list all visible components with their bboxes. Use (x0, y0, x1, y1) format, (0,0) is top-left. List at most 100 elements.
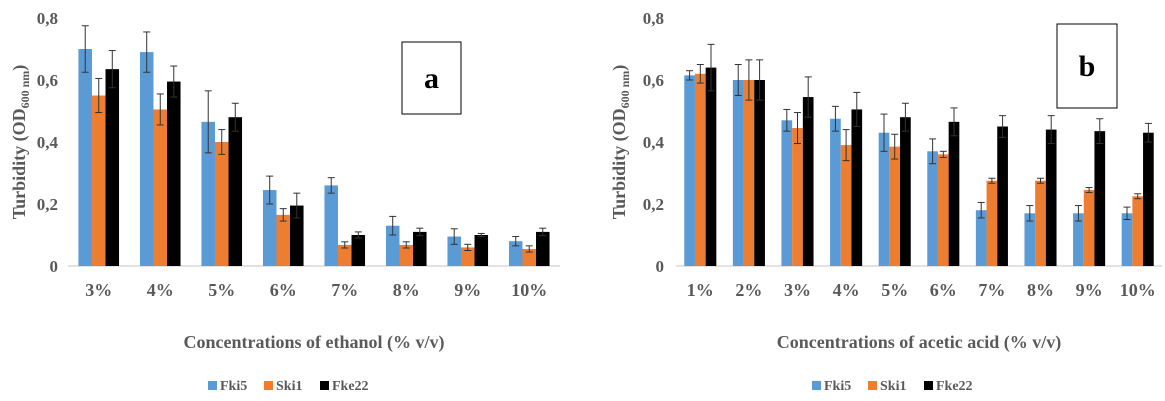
bar-fke22-9pct (1094, 131, 1106, 266)
error-bar (293, 192, 301, 219)
bar-ski1-6pct (937, 154, 949, 266)
error-bar (464, 243, 472, 251)
error-bar (804, 76, 812, 118)
bar-fki5-8pct (385, 225, 400, 266)
bar-fki5-7pct (324, 185, 338, 266)
y-tick-label: 0 (656, 257, 665, 276)
bar-ski1-10pct (522, 248, 537, 266)
legend-swatch-ski1 (264, 381, 273, 390)
y-tick-label: 0,2 (643, 195, 664, 214)
error-bar (266, 175, 274, 205)
x-tick-label: 7% (331, 280, 358, 300)
bar-fke22-3pct (802, 97, 814, 266)
legend: Fki5 Ski1 Fke22 (208, 379, 369, 394)
bar-ski1-5pct (214, 142, 229, 266)
bar-ski1-8pct (1035, 180, 1046, 266)
y-tick-label: 0 (50, 257, 59, 276)
bar-fki5-1pct (684, 75, 695, 266)
error-bar (734, 64, 742, 96)
x-tick-label: 6% (930, 280, 957, 300)
bar-fke22-10pct (1143, 132, 1154, 266)
error-bar (389, 215, 397, 236)
bar-ski1-9pct (460, 247, 475, 266)
x-tick-label: 3% (85, 280, 112, 300)
bar-fki5-10pct (1121, 213, 1133, 266)
y-tick-label: 0,4 (37, 133, 59, 152)
error-bar (707, 43, 715, 92)
error-bar (354, 231, 362, 239)
x-tick-label: 5% (881, 280, 908, 300)
error-bar (1047, 115, 1055, 145)
error-bar (891, 133, 899, 160)
error-bar (745, 59, 753, 101)
error-bar (477, 232, 485, 238)
error-bar (1134, 193, 1142, 200)
bar-ski1-9pct (1083, 190, 1095, 266)
y-tick-label: 0,8 (643, 9, 664, 28)
bar-fke22-1pct (705, 67, 717, 266)
x-tick-label: 1% (687, 280, 714, 300)
bar-ski1-6pct (276, 214, 291, 266)
x-tick-label: 10% (1120, 280, 1156, 300)
bar-fke22-5pct (228, 117, 243, 266)
y-axis-label-subscript: 600 nm (618, 71, 632, 109)
error-bar (1096, 118, 1104, 145)
legend-label-ski1: Ski1 (276, 379, 302, 394)
y-axis-label-main: Turbidity (OD (609, 108, 630, 219)
error-bar (539, 227, 547, 237)
error-bar (999, 115, 1007, 138)
error-bar (988, 177, 996, 184)
legend-label-fki5: Fki5 (220, 379, 247, 394)
bar-fke22-5pct (900, 117, 911, 266)
error-bar (156, 93, 164, 126)
x-tick-label: 4% (147, 280, 174, 300)
panel-label: a (424, 62, 439, 95)
y-tick-label: 0,8 (37, 9, 58, 28)
legend-swatch-fke22 (924, 381, 933, 390)
bar-fki5-10pct (508, 241, 523, 266)
error-bar (218, 129, 226, 155)
error-bar (170, 65, 178, 98)
error-bar (842, 129, 850, 162)
bar-fke22-6pct (290, 205, 304, 266)
panel-label-box (401, 41, 462, 115)
bar-fki5-6pct (927, 151, 938, 266)
bar-fki5-4pct (139, 52, 154, 266)
y-tick-label: 0,6 (37, 71, 58, 90)
x-tick-label: 7% (978, 280, 1005, 300)
error-bar (81, 25, 89, 73)
bar-fki5-5pct (878, 132, 890, 266)
y-axis-label-close: ) (9, 65, 30, 71)
y-axis-label: Turbidity (OD600 nm) (9, 65, 32, 220)
error-bar (327, 177, 335, 194)
bar-fki5-4pct (830, 118, 841, 266)
y-axis-label-main: Turbidity (OD (9, 108, 30, 219)
bars (78, 25, 550, 267)
bar-ski1-7pct (986, 180, 998, 266)
bar-ski1-4pct (153, 109, 168, 266)
bar-ski1-2pct (743, 80, 755, 266)
error-bar (756, 59, 764, 101)
bar-fki5-5pct (201, 121, 215, 266)
error-bar (402, 241, 410, 249)
bar-fke22-3pct (105, 69, 120, 267)
bar-fke22-8pct (413, 231, 427, 266)
error-bar (794, 112, 801, 145)
error-bar (95, 77, 103, 114)
x-tick-label: 2% (735, 280, 762, 300)
bar-fke22-4pct (167, 81, 181, 266)
x-tick-label: 4% (833, 280, 860, 300)
error-bar (108, 50, 116, 89)
x-tick-label: 9% (1076, 280, 1103, 300)
legend-swatch-fke22 (320, 381, 329, 390)
error-bar (1037, 177, 1044, 184)
error-bar (901, 102, 909, 132)
y-axis-label-close: ) (609, 65, 630, 71)
error-bar (939, 150, 947, 158)
legend-label-ski1: Ski1 (880, 379, 906, 394)
error-bar (341, 241, 349, 249)
error-bar (686, 70, 694, 81)
error-bar (853, 91, 861, 127)
legend: Fki5 Ski1 Fke22 (812, 379, 973, 394)
chart-panel-a: 0 0,2 0,4 0,6 0,8 3% 4% 5% 6% 7% 8% 9% 10% Concentrat… (9, 9, 560, 394)
